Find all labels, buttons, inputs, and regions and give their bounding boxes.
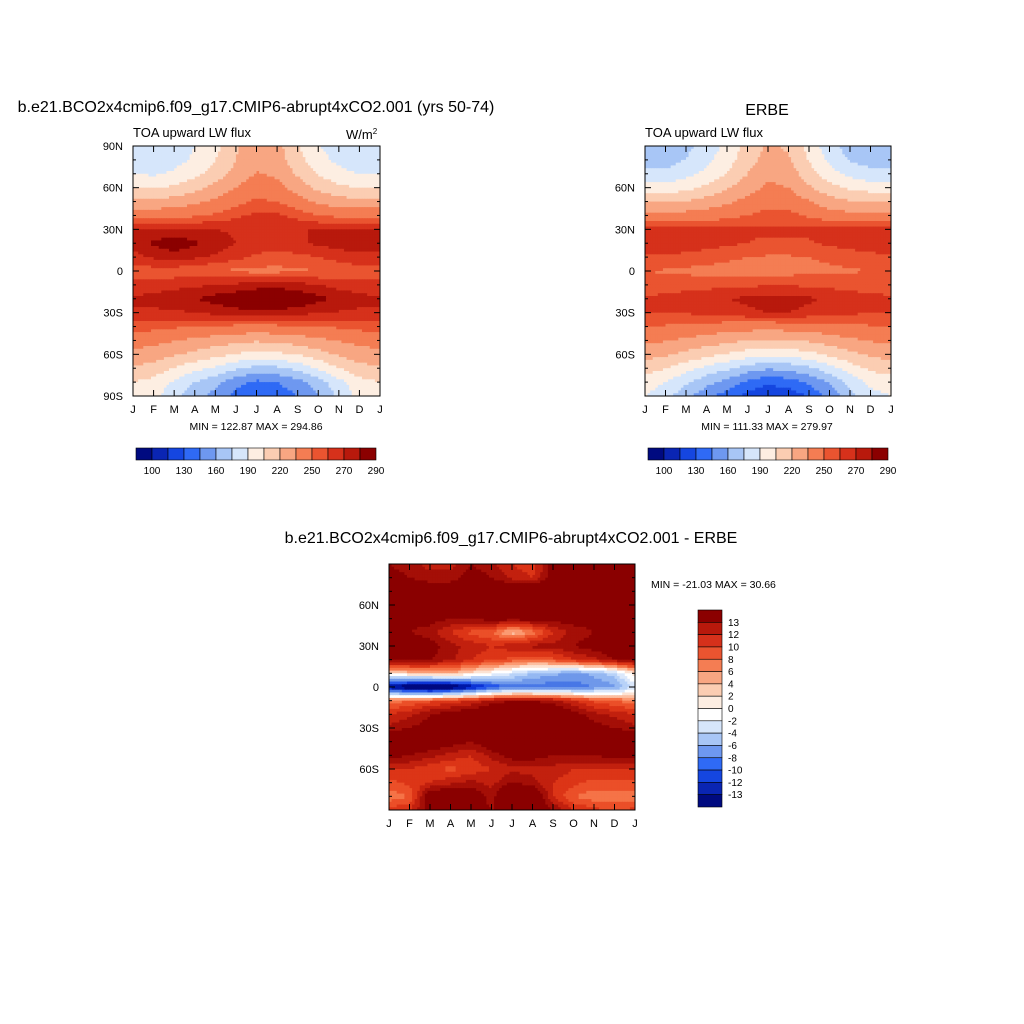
model-units-exponent: 2 [373,127,378,136]
model-variable-label: TOA upward LW flux [133,125,252,140]
figure-canvas: b.e21.BCO2x4cmip6.f09_g17.CMIP6-abrupt4x… [0,0,1024,1024]
model-units-base: W/m [346,127,373,142]
model-title: b.e21.BCO2x4cmip6.f09_g17.CMIP6-abrupt4x… [18,99,495,116]
model-heatmap-cells [133,146,381,397]
